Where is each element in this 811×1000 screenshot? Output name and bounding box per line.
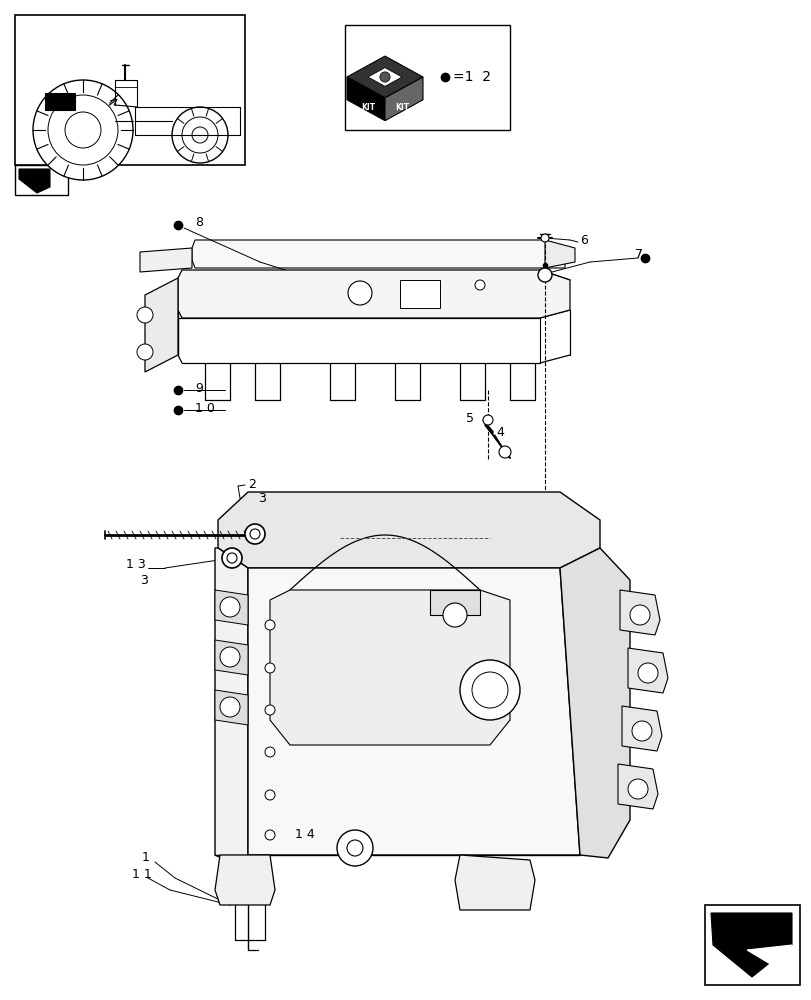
Circle shape [172,107,228,163]
Circle shape [264,790,275,800]
Circle shape [220,647,240,667]
Circle shape [182,117,217,153]
Circle shape [629,605,649,625]
Polygon shape [217,492,599,568]
Circle shape [460,660,519,720]
Text: 2: 2 [247,478,255,490]
Circle shape [245,524,264,544]
Text: 5: 5 [466,412,474,424]
Circle shape [631,721,651,741]
Circle shape [191,127,208,143]
Text: 3: 3 [258,491,265,504]
Circle shape [264,830,275,840]
Circle shape [443,603,466,627]
Polygon shape [215,690,247,725]
Polygon shape [145,278,178,372]
Text: 7: 7 [634,248,642,261]
Polygon shape [384,77,423,121]
Polygon shape [45,93,75,110]
Text: 1 1: 1 1 [132,868,152,881]
Circle shape [227,553,237,563]
Polygon shape [215,855,275,905]
Text: 6: 6 [579,233,587,246]
Polygon shape [544,240,574,268]
Circle shape [540,234,548,242]
Circle shape [264,620,275,630]
Circle shape [337,830,372,866]
Text: =1  2: =1 2 [453,70,491,84]
Polygon shape [178,270,569,318]
Circle shape [348,281,371,305]
Circle shape [250,529,260,539]
Bar [704,905,799,985]
Polygon shape [400,280,440,308]
Circle shape [33,80,133,180]
Polygon shape [191,240,564,268]
Polygon shape [560,548,629,858]
Circle shape [474,280,484,290]
Circle shape [264,747,275,757]
Circle shape [137,344,152,360]
Circle shape [499,446,510,458]
Polygon shape [746,945,791,977]
Text: 1: 1 [142,851,150,864]
Circle shape [264,705,275,715]
Polygon shape [139,248,191,272]
Polygon shape [346,77,384,121]
Circle shape [220,697,240,717]
Polygon shape [620,590,659,635]
Polygon shape [367,68,401,86]
Bar [15,165,68,195]
Polygon shape [346,56,423,98]
Circle shape [538,268,551,282]
Circle shape [137,307,152,323]
Bar [15,15,245,165]
Polygon shape [247,568,579,855]
Text: 8: 8 [195,216,203,229]
Text: 1 0: 1 0 [195,401,215,414]
Circle shape [380,72,389,82]
Text: 1 3: 1 3 [126,558,145,572]
Polygon shape [430,590,479,615]
Text: 4: 4 [496,426,504,438]
Text: 1 4: 1 4 [294,828,315,841]
Circle shape [221,548,242,568]
Circle shape [483,415,492,425]
Polygon shape [617,764,657,809]
Circle shape [48,95,118,165]
Polygon shape [710,913,791,977]
Bar [345,25,509,130]
Text: KIT: KIT [360,103,375,112]
Circle shape [220,597,240,617]
Circle shape [471,672,508,708]
Circle shape [346,840,363,856]
Text: 3: 3 [139,574,148,586]
Text: 9: 9 [195,381,203,394]
Polygon shape [215,590,247,625]
Circle shape [264,663,275,673]
Polygon shape [215,640,247,675]
Circle shape [627,779,647,799]
Polygon shape [19,169,50,193]
Circle shape [637,663,657,683]
Polygon shape [454,855,534,910]
Text: KIT: KIT [394,103,409,112]
Circle shape [65,112,101,148]
Polygon shape [215,548,247,870]
Polygon shape [621,706,661,751]
Polygon shape [270,590,509,745]
Polygon shape [627,648,667,693]
